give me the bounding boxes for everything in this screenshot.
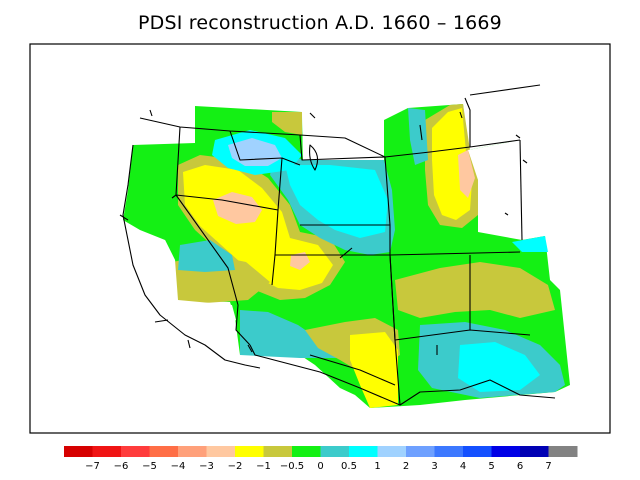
colorbar-swatch: [64, 446, 93, 457]
colorbar-tick-label: −0.5: [280, 461, 304, 472]
colorbar-swatch: [548, 446, 578, 457]
colorbar-tick-label: −2: [228, 461, 243, 472]
colorbar-swatch: [406, 446, 435, 457]
colorbar-tick-label: −6: [114, 461, 129, 472]
colorbar-swatch: [92, 446, 122, 457]
colorbar-swatch: [377, 446, 407, 457]
colorbar-swatch: [349, 446, 378, 457]
colorbar-swatch: [206, 446, 236, 457]
colorbar-swatch: [178, 446, 207, 457]
map-boundaries: [119, 84, 556, 406]
pdsi-region-cyan-east: [458, 342, 540, 392]
colorbar-tick-label: 2: [403, 461, 409, 472]
colorbar-tick-label: 0: [317, 461, 323, 472]
colorbar-swatch: [263, 446, 293, 457]
colorbar-tick-label: −4: [171, 461, 186, 472]
pdsi-field: [123, 104, 570, 408]
pdsi-region-teal-west: [178, 240, 235, 272]
colorbar-tick-label: −1: [256, 461, 271, 472]
pdsi-region-peach-small: [290, 252, 310, 270]
colorbar-swatch: [149, 446, 179, 457]
colorbar-labels: −7 −6 −5 −4 −3 −2 −1 −0.5 0 0.5 1 2 3 4 5 6 7: [85, 461, 552, 472]
colorbar-tick-label: 4: [460, 461, 466, 472]
colorbar-tick-label: −7: [85, 461, 100, 472]
pdsi-region-teal-ne: [408, 108, 428, 165]
colorbar-tick-label: 5: [488, 461, 494, 472]
colorbar-swatch: [121, 446, 150, 457]
pdsi-region-olive-north: [272, 112, 302, 135]
colorbar-swatch: [434, 446, 464, 457]
colorbar-tick-label: 1: [374, 461, 380, 472]
colorbar-swatch: [463, 446, 492, 457]
colorbar-swatch: [491, 446, 521, 457]
colorbar-tick-label: 3: [431, 461, 437, 472]
colorbar-tick-label: −3: [199, 461, 214, 472]
colorbar-tick-label: 0.5: [341, 461, 357, 472]
colorbar-swatch: [320, 446, 350, 457]
colorbar-swatches: [64, 446, 578, 457]
colorbar-swatch: [520, 446, 549, 457]
pdsi-region-cyan-center: [285, 165, 388, 238]
colorbar-tick-label: −5: [142, 461, 157, 472]
pdsi-region-olive-east: [395, 262, 555, 318]
colorbar-tick-label: 6: [517, 461, 523, 472]
pdsi-region-peach-west: [213, 192, 262, 224]
colorbar-swatch: [235, 446, 264, 457]
map-title: PDSI reconstruction A.D. 1660 – 1669: [138, 12, 502, 34]
pdsi-region-cyan-ne: [512, 236, 548, 252]
colorbar-swatch: [292, 446, 321, 457]
pdsi-region-peach-ne: [458, 150, 475, 198]
colorbar-tick-label: 7: [545, 461, 551, 472]
